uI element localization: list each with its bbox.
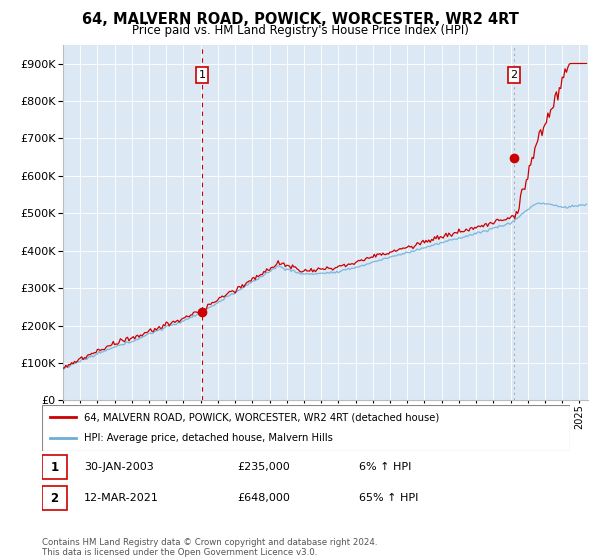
Text: 1: 1 xyxy=(199,70,206,80)
Text: Price paid vs. HM Land Registry's House Price Index (HPI): Price paid vs. HM Land Registry's House … xyxy=(131,24,469,37)
Text: 64, MALVERN ROAD, POWICK, WORCESTER, WR2 4RT: 64, MALVERN ROAD, POWICK, WORCESTER, WR2… xyxy=(82,12,518,27)
Text: £648,000: £648,000 xyxy=(238,493,290,503)
Text: Contains HM Land Registry data © Crown copyright and database right 2024.
This d: Contains HM Land Registry data © Crown c… xyxy=(42,538,377,557)
Text: 64, MALVERN ROAD, POWICK, WORCESTER, WR2 4RT (detached house): 64, MALVERN ROAD, POWICK, WORCESTER, WR2… xyxy=(84,412,439,422)
Text: HPI: Average price, detached house, Malvern Hills: HPI: Average price, detached house, Malv… xyxy=(84,433,333,444)
Bar xyxy=(42,455,67,479)
Text: 2: 2 xyxy=(511,70,518,80)
Text: 6% ↑ HPI: 6% ↑ HPI xyxy=(359,463,411,473)
Text: 1: 1 xyxy=(50,461,59,474)
Text: 30-JAN-2003: 30-JAN-2003 xyxy=(84,463,154,473)
Text: £235,000: £235,000 xyxy=(238,463,290,473)
Text: 65% ↑ HPI: 65% ↑ HPI xyxy=(359,493,418,503)
Text: 12-MAR-2021: 12-MAR-2021 xyxy=(84,493,159,503)
Bar xyxy=(42,486,67,510)
Text: 2: 2 xyxy=(50,492,59,505)
